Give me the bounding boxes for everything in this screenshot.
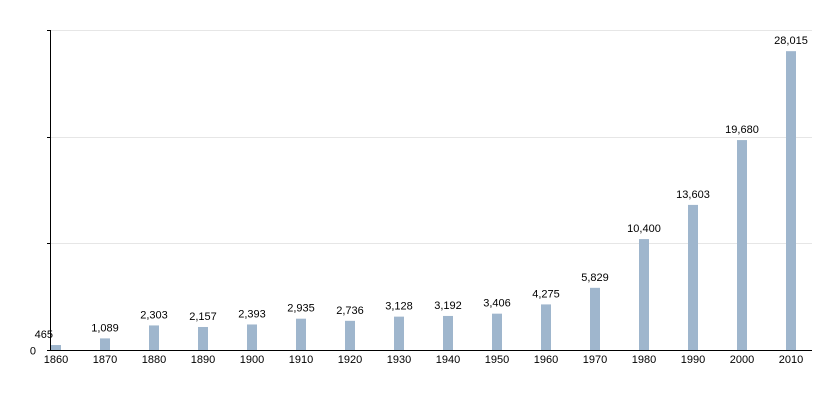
data-label-1870: 1,089 [91, 322, 119, 334]
x-tick-label-1910: 1910 [289, 354, 313, 366]
x-tick-label-1870: 1870 [93, 354, 117, 366]
y-tick-label: 0 [30, 346, 36, 358]
data-label-1970: 5,829 [581, 272, 609, 284]
data-labels: 465 1,089 2,303 2,157 2,393 2,935 2,736 3,128 3,… [35, 35, 808, 341]
bar-1860 [51, 345, 61, 350]
data-label-1950: 3,406 [483, 298, 511, 310]
data-label-1980: 10,400 [627, 223, 661, 235]
bar-1970 [590, 287, 600, 350]
bar-1890 [198, 326, 208, 350]
data-label-1880: 2,303 [140, 309, 168, 321]
bar-1900 [247, 324, 257, 350]
x-tick-label-1990: 1990 [681, 354, 705, 366]
x-tick-label-1970: 1970 [583, 354, 607, 366]
data-label-1940: 3,192 [434, 300, 462, 312]
bars [51, 51, 796, 351]
axes: 0 1860 1870 1880 1890 1900 1910 1920 1930 1940 195… [30, 30, 812, 366]
x-tick-label-1860: 1860 [44, 354, 68, 366]
bar-2000 [737, 140, 747, 350]
bar-2010 [786, 51, 796, 351]
data-label-1960: 4,275 [532, 288, 560, 300]
data-label-1910: 2,935 [287, 303, 315, 315]
data-label-1890: 2,157 [189, 311, 217, 323]
bar-1950 [492, 313, 502, 350]
x-tick-label-1960: 1960 [534, 354, 558, 366]
bar-1880 [149, 325, 159, 350]
x-tick-label-1880: 1880 [142, 354, 166, 366]
bar-1870 [100, 338, 110, 350]
x-tick-label-1930: 1930 [387, 354, 411, 366]
data-label-1860: 465 [35, 329, 53, 341]
data-label-1920: 2,736 [336, 305, 364, 317]
bar-1930 [394, 316, 404, 350]
bar-1990 [688, 204, 698, 350]
x-tick-label-2000: 2000 [730, 354, 754, 366]
x-tick-label-1900: 1900 [240, 354, 264, 366]
x-tick-label-1950: 1950 [485, 354, 509, 366]
x-tick-label-1890: 1890 [191, 354, 215, 366]
x-tick-label-1940: 1940 [436, 354, 460, 366]
bar-1910 [296, 318, 306, 350]
data-label-1990: 13,603 [676, 189, 710, 201]
gridlines [50, 30, 812, 244]
x-tick-label-1980: 1980 [632, 354, 656, 366]
data-label-1930: 3,128 [385, 301, 413, 313]
x-tick-label-2010: 2010 [779, 354, 803, 366]
bar-1920 [345, 320, 355, 350]
bar-1960 [541, 304, 551, 350]
data-label-1900: 2,393 [238, 308, 266, 320]
data-label-2010: 28,015 [774, 35, 808, 47]
data-label-2000: 19,680 [725, 124, 759, 136]
x-tick-label-1920: 1920 [338, 354, 362, 366]
bar-1940 [443, 315, 453, 350]
bar-1980 [639, 239, 649, 350]
